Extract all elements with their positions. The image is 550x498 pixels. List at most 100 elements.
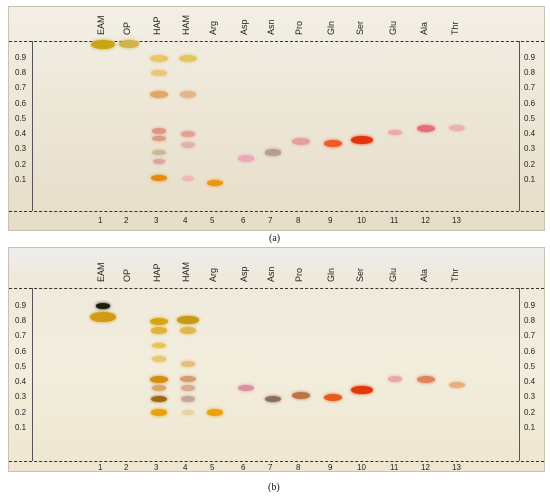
lane-label: HAP xyxy=(152,16,162,35)
tlc-spot xyxy=(150,91,168,99)
tlc-plate-a: 0.9 0.9 0.8 0.8 0.7 0.7 0.6 0.6 0.5 0.5 0.4 0.4 0.3 0… xyxy=(8,6,545,231)
solvent-front-line xyxy=(9,41,544,42)
lane-number: 4 xyxy=(183,463,188,472)
rf-tick-right: 0.3 xyxy=(524,144,536,154)
tlc-spot xyxy=(95,303,111,309)
lane-label: Glu xyxy=(388,20,398,35)
tlc-spot xyxy=(150,175,168,182)
tlc-spot xyxy=(179,375,197,383)
lane-label: Ala xyxy=(419,268,429,282)
right-scale-border xyxy=(519,288,520,461)
rf-tick-right: 0.7 xyxy=(524,83,536,93)
lane-number: 12 xyxy=(421,216,430,225)
tlc-spot xyxy=(417,124,435,132)
tlc-spot xyxy=(150,54,168,62)
tlc-spot xyxy=(150,317,168,325)
tlc-spot xyxy=(151,149,167,156)
lane-label: Asp xyxy=(239,266,249,282)
rf-tick-right: 0.2 xyxy=(524,407,536,417)
rf-tick-right: 0.1 xyxy=(524,422,536,432)
tlc-spot xyxy=(180,131,196,137)
tlc-spot xyxy=(151,342,167,349)
tlc-spot xyxy=(179,91,197,98)
rf-tick-right: 0.2 xyxy=(524,159,536,169)
rf-tick-left: 0.9 xyxy=(15,53,27,62)
tlc-spot xyxy=(180,385,196,391)
lane-number: 5 xyxy=(210,463,215,472)
lane-label: Ser xyxy=(355,267,365,282)
lane-number: 8 xyxy=(296,463,301,472)
lane-label: Gln xyxy=(326,267,336,282)
lane-label: Thr xyxy=(450,21,460,36)
tlc-spot xyxy=(417,375,435,383)
rf-tick-right: 0.8 xyxy=(524,316,536,326)
left-scale-border xyxy=(32,41,33,211)
tlc-spot xyxy=(150,70,168,77)
tlc-spot xyxy=(206,179,224,186)
lane-label: HAP xyxy=(152,263,162,282)
tlc-spot xyxy=(90,311,116,322)
lane-number: 2 xyxy=(124,216,129,225)
tlc-plate-b: 0.9 0.9 0.8 0.8 0.7 0.7 0.6 0.6 0.5 0.5 0.4 0.4 0.3 0… xyxy=(8,247,545,472)
tlc-spot xyxy=(181,175,195,181)
tlc-spot xyxy=(151,135,167,142)
lane-label: Asp xyxy=(239,19,249,35)
tlc-spot xyxy=(264,395,282,402)
lane-number: 7 xyxy=(268,463,273,472)
tlc-spot xyxy=(150,395,168,402)
lane-number: 1 xyxy=(98,463,103,472)
tlc-spot xyxy=(150,327,168,334)
lane-number: 1 xyxy=(98,216,103,225)
lane-label: HAM xyxy=(181,262,191,282)
right-scale-border xyxy=(519,41,520,211)
lane-label: Pro xyxy=(294,267,304,282)
caption-a: (a) xyxy=(269,233,281,244)
lane-number: 9 xyxy=(328,463,333,472)
lane-number: 10 xyxy=(357,216,366,225)
tlc-spot xyxy=(292,138,310,146)
tlc-spot xyxy=(324,139,342,147)
lane-number: 6 xyxy=(241,463,246,472)
lane-label: EAM xyxy=(96,15,106,35)
rf-tick-left: 0.9 xyxy=(15,301,27,310)
lane-number: 4 xyxy=(183,216,188,225)
rf-tick-left: 0.7 xyxy=(15,83,27,93)
rf-tick-left: 0.3 xyxy=(15,392,27,402)
tlc-spot xyxy=(150,409,168,416)
rf-tick-left: 0.6 xyxy=(15,346,27,356)
tlc-spot xyxy=(351,385,373,394)
tlc-spot xyxy=(292,392,310,400)
origin-line xyxy=(9,461,544,462)
rf-tick-right: 0.6 xyxy=(524,98,536,108)
tlc-spot xyxy=(91,39,115,49)
lane-number: 9 xyxy=(328,216,333,225)
lane-label: Thr xyxy=(450,268,460,283)
lane-number: 13 xyxy=(452,463,461,472)
lane-number: 13 xyxy=(452,216,461,225)
lane-number: 8 xyxy=(296,216,301,225)
lane-label: EAM xyxy=(96,262,106,282)
lane-label: Asn xyxy=(266,19,276,35)
solvent-front-line xyxy=(9,288,544,289)
lane-label: Arg xyxy=(208,267,218,282)
lane-label: Arg xyxy=(208,20,218,35)
lane-label: Gln xyxy=(326,20,336,35)
rf-tick-right: 0.7 xyxy=(524,331,536,341)
rf-tick-right: 0.5 xyxy=(524,361,536,371)
rf-tick-right: 0.4 xyxy=(524,129,536,139)
tlc-spot xyxy=(152,159,166,164)
rf-tick-left: 0.1 xyxy=(15,422,27,432)
tlc-spot xyxy=(180,141,196,148)
tlc-spot xyxy=(119,40,139,49)
rf-tick-left: 0.2 xyxy=(15,407,27,417)
rf-tick-left: 0.3 xyxy=(15,144,27,154)
lane-number: 11 xyxy=(390,463,399,472)
lane-label: OP xyxy=(122,268,132,282)
tlc-spot xyxy=(179,327,197,334)
tlc-spot xyxy=(264,149,282,156)
tlc-spot xyxy=(177,315,199,324)
tlc-spot xyxy=(387,376,403,382)
lane-number: 11 xyxy=(390,216,399,225)
rf-tick-right: 0.9 xyxy=(524,301,536,310)
rf-tick-left: 0.8 xyxy=(15,68,27,78)
